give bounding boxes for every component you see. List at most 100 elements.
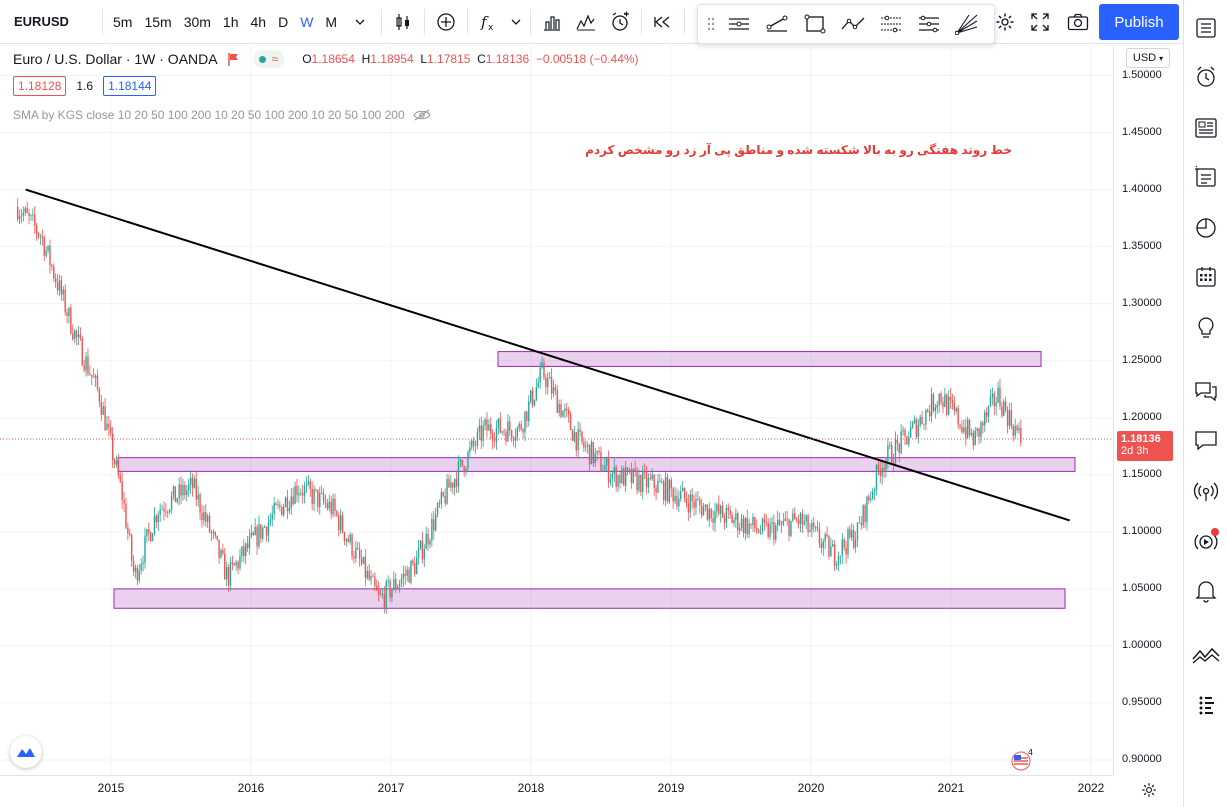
candle-body xyxy=(491,434,494,441)
settings-icon[interactable] xyxy=(1138,779,1160,801)
economic-events-icon[interactable]: 4 xyxy=(1010,748,1034,772)
parallel-channel-icon[interactable] xyxy=(872,6,910,42)
rectangle-icon[interactable] xyxy=(796,6,834,42)
candle-body xyxy=(617,475,619,487)
chart-annotation-text[interactable]: خط روند هفتگی رو به بالا شکسته شده و منا… xyxy=(585,143,1012,157)
data-window-icon[interactable] xyxy=(1191,213,1221,243)
chart-pane[interactable] xyxy=(0,45,1113,775)
chevron-down-icon[interactable] xyxy=(343,5,377,39)
candle-body xyxy=(879,469,881,477)
alerts-clock-icon[interactable] xyxy=(1191,62,1221,92)
bar-style-icon[interactable] xyxy=(386,5,420,39)
time-axis[interactable]: 2015 2016 2017 2018 2019 2020 2021 2022 xyxy=(0,775,1113,807)
interval-d[interactable]: D xyxy=(278,13,289,30)
drawing-toolbar xyxy=(697,4,995,44)
indicator-legend[interactable]: SMA by KGS close 10 20 50 100 200 10 20 … xyxy=(13,108,431,122)
candle-body xyxy=(412,560,414,564)
high-value: 1.18954 xyxy=(370,52,414,66)
candle-body xyxy=(813,522,815,528)
broadcast-icon[interactable] xyxy=(1191,527,1221,557)
trading-panel-icon[interactable] xyxy=(1191,640,1221,670)
watchlist-icon[interactable] xyxy=(1191,13,1221,43)
price-axis[interactable]: 1.50000 1.45000 1.40000 1.35000 1.30000 1.250… xyxy=(1113,45,1183,775)
candle-body xyxy=(70,307,72,334)
candle-body xyxy=(870,498,872,501)
market-status[interactable]: ≈ xyxy=(252,50,285,68)
symbol-search[interactable]: EURUSD xyxy=(14,14,69,29)
candle-body xyxy=(296,485,298,496)
path-icon[interactable] xyxy=(834,6,872,42)
candle-body xyxy=(927,410,929,412)
candle-body xyxy=(790,520,792,536)
fib-fan-icon[interactable] xyxy=(948,6,986,42)
candle-body xyxy=(548,376,551,379)
candle-body xyxy=(83,365,85,371)
interval-m[interactable]: M xyxy=(325,13,338,30)
hide-eye-icon[interactable] xyxy=(412,109,431,121)
alert-icon[interactable] xyxy=(603,5,637,39)
currency-select[interactable]: USD ▾ xyxy=(1126,48,1170,68)
interval-group: 5m 15m 30m 1h 4h D W M xyxy=(107,7,343,37)
fullscreen-icon[interactable] xyxy=(1023,5,1057,39)
candle-body xyxy=(96,375,99,389)
candle-body xyxy=(767,522,769,537)
candle-body xyxy=(490,424,492,435)
dom-icon[interactable] xyxy=(1191,690,1221,720)
add-compare-icon[interactable] xyxy=(429,5,463,39)
tradingview-logo-icon[interactable] xyxy=(10,736,42,768)
buy-button[interactable]: 1.18144 xyxy=(103,76,157,96)
candle-body xyxy=(955,408,957,412)
candle-body xyxy=(138,570,140,581)
publish-button[interactable]: Publish xyxy=(1099,4,1179,40)
calendar-list-icon[interactable] xyxy=(1191,162,1221,192)
candle-body xyxy=(357,548,359,549)
interval-4h[interactable]: 4h xyxy=(250,13,267,30)
candle-body xyxy=(260,524,262,539)
chevron-down-icon[interactable] xyxy=(506,5,526,39)
candle-body xyxy=(655,488,657,493)
candle-body xyxy=(54,278,57,283)
candle-body xyxy=(714,511,716,523)
legend-title[interactable]: Euro / U.S. Dollar · 1W · OANDA xyxy=(13,51,218,67)
candle-body xyxy=(942,402,944,408)
candle-body xyxy=(571,429,574,441)
notifications-bell-icon[interactable] xyxy=(1191,576,1221,606)
interval-30m[interactable]: 30m xyxy=(183,13,211,30)
trend-line-icon[interactable] xyxy=(758,6,796,42)
interval-5m[interactable]: 5m xyxy=(113,13,133,30)
candle-body xyxy=(267,522,270,536)
streams-icon[interactable] xyxy=(1191,476,1221,506)
candle-body xyxy=(174,486,177,503)
pitchfork-icon[interactable] xyxy=(910,6,948,42)
drag-handle-icon[interactable] xyxy=(702,6,720,42)
candle-body xyxy=(282,506,285,516)
candle-body xyxy=(862,505,864,526)
replay-icon[interactable] xyxy=(646,5,680,39)
snapshot-icon[interactable] xyxy=(1061,5,1095,39)
candle-body xyxy=(750,523,752,526)
candle-body xyxy=(729,510,731,515)
candle-body xyxy=(1001,406,1003,416)
horizontal-line-icon[interactable] xyxy=(720,6,758,42)
candle-body xyxy=(172,486,175,497)
replay-bar-icon[interactable] xyxy=(569,5,603,39)
candle-body xyxy=(60,280,63,295)
candle-body xyxy=(596,450,598,454)
sell-button[interactable]: 1.18128 xyxy=(13,76,67,96)
candle-body xyxy=(366,571,368,578)
settings-icon[interactable] xyxy=(988,5,1022,39)
indicator-title[interactable]: SMA by KGS close 10 20 50 100 200 10 20 … xyxy=(13,108,405,122)
calendar-icon[interactable] xyxy=(1191,262,1221,292)
messages-icon[interactable] xyxy=(1191,425,1221,455)
templates-icon[interactable] xyxy=(535,5,569,39)
candle-body xyxy=(488,424,490,431)
candle-body xyxy=(543,362,545,378)
chats-icon[interactable] xyxy=(1191,376,1221,406)
interval-w[interactable]: W xyxy=(300,13,314,30)
interval-15m[interactable]: 15m xyxy=(144,13,172,30)
ideas-bulb-icon[interactable] xyxy=(1191,313,1221,343)
candle-body xyxy=(678,498,680,507)
news-icon[interactable] xyxy=(1191,113,1221,143)
interval-1h[interactable]: 1h xyxy=(222,13,239,30)
